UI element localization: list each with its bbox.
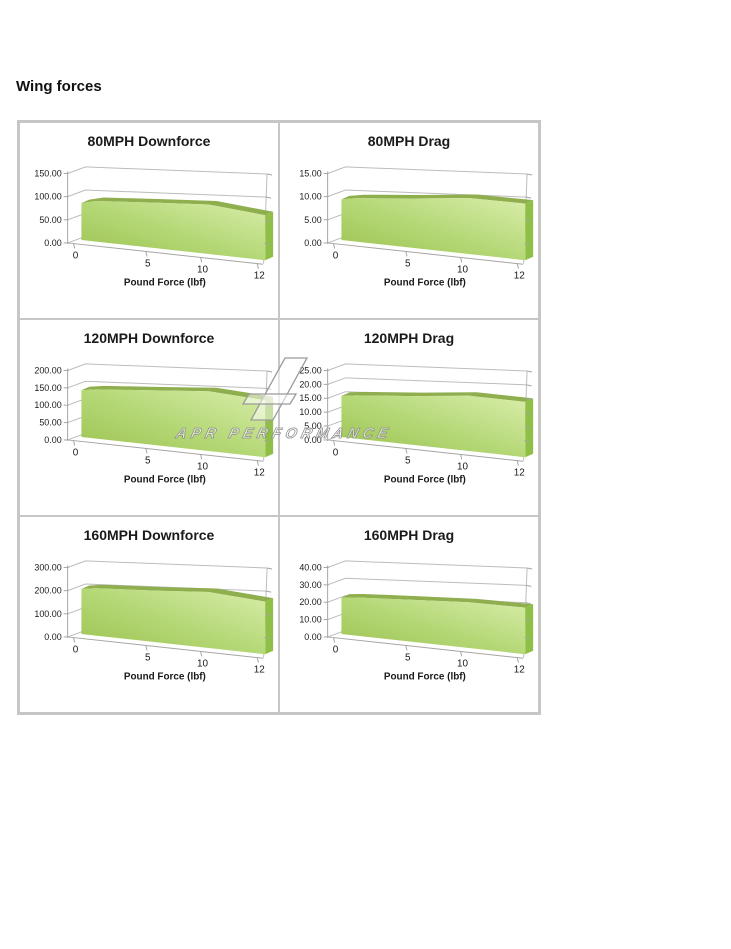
svg-text:10: 10 [197,658,209,669]
svg-text:Pound Force (lbf): Pound Force (lbf) [124,475,206,486]
svg-text:Pound Force (lbf): Pound Force (lbf) [124,672,206,683]
svg-text:10: 10 [457,461,469,472]
svg-text:0.00: 0.00 [44,632,61,642]
svg-text:12: 12 [254,665,266,676]
svg-text:12: 12 [514,468,526,479]
svg-text:Pound Force (lbf): Pound Force (lbf) [384,475,466,486]
svg-text:5: 5 [405,455,411,466]
svg-text:Pound Force (lbf): Pound Force (lbf) [384,278,466,289]
svg-text:150.00: 150.00 [34,168,61,178]
svg-text:12: 12 [254,271,266,282]
svg-text:10: 10 [197,264,209,275]
svg-text:15.00: 15.00 [299,393,321,403]
svg-text:100.00: 100.00 [34,609,61,619]
chart-panel-80mph-downforce: 80MPH Downforce 0.00 50.00 100.00 150.00 0 5 1… [19,122,279,319]
chart-title: 80MPH Drag [367,133,451,149]
svg-text:300.00: 300.00 [34,562,61,572]
svg-text:5: 5 [145,258,151,269]
svg-text:50.00: 50.00 [39,418,61,428]
svg-text:5.00: 5.00 [304,421,321,431]
svg-text:0.00: 0.00 [44,238,61,248]
svg-text:0.00: 0.00 [44,435,61,445]
svg-text:100.00: 100.00 [34,400,61,410]
page-title: Wing forces [16,78,102,95]
svg-text:0.00: 0.00 [304,632,321,642]
chart-panel-160mph-drag: 160MPH Drag 0.00 10.00 20.00 30.00 40.00 0 5 10… [279,516,539,713]
svg-text:0: 0 [73,644,79,655]
svg-text:20.00: 20.00 [299,597,321,607]
svg-text:10.00: 10.00 [299,407,321,417]
svg-text:0.00: 0.00 [304,435,321,445]
svg-text:Pound Force (lbf): Pound Force (lbf) [384,672,466,683]
svg-text:5: 5 [145,652,151,663]
chart-title: 160MPH Downforce [83,527,215,543]
svg-text:15.00: 15.00 [299,168,321,178]
svg-text:30.00: 30.00 [299,580,321,590]
chart-title: 120MPH Drag [363,330,455,346]
svg-text:200.00: 200.00 [34,365,61,375]
svg-text:25.00: 25.00 [299,365,321,375]
chart-panel-120mph-downforce: 120MPH Downforce 0.00 50.00 100.00 150.00 20… [19,319,279,516]
svg-text:0: 0 [73,447,79,458]
chart-title: 120MPH Downforce [83,330,215,346]
svg-text:5: 5 [145,455,151,466]
charts-grid: 80MPH Downforce 0.00 50.00 100.00 150.00 0 5 1… [17,120,541,715]
chart-panel-120mph-drag: 120MPH Drag 0.00 5.00 10.00 15.00 20.00 25.00… [279,319,539,516]
area-chart-160mph-drag: 0.00 10.00 20.00 30.00 40.00 0 5 10 12 Pound Forc… [299,560,534,683]
svg-text:200.00: 200.00 [34,586,61,596]
svg-text:0: 0 [73,250,79,261]
svg-text:5: 5 [405,258,411,269]
svg-text:12: 12 [514,665,526,676]
area-chart-120mph-drag: 0.00 5.00 10.00 15.00 20.00 25.00 0 5 10 12 Pound … [299,363,534,486]
svg-text:10.00: 10.00 [299,192,321,202]
area-chart-80mph-downforce: 0.00 50.00 100.00 150.00 0 5 10 12 Pound Force (… [34,166,274,289]
svg-text:5.00: 5.00 [304,215,321,225]
svg-text:0: 0 [333,250,339,261]
svg-text:10.00: 10.00 [299,615,321,625]
area-chart-160mph-downforce: 0.00 100.00 200.00 300.00 0 5 10 12 Pound Force … [34,560,274,683]
svg-text:0: 0 [333,644,339,655]
svg-text:10: 10 [457,264,469,275]
svg-text:0: 0 [333,447,339,458]
svg-text:12: 12 [254,468,266,479]
chart-title: 80MPH Downforce [87,133,211,149]
svg-text:20.00: 20.00 [299,379,321,389]
area-chart-80mph-drag: 0.00 5.00 10.00 15.00 0 5 10 12 Pound Force (lbf… [299,166,534,289]
area-chart-120mph-downforce: 0.00 50.00 100.00 150.00 200.00 0 5 10 12 Pound F… [34,363,274,486]
svg-text:10: 10 [457,658,469,669]
chart-title: 160MPH Drag [363,527,455,543]
svg-text:150.00: 150.00 [34,383,61,393]
svg-text:50.00: 50.00 [39,215,61,225]
svg-text:100.00: 100.00 [34,192,61,202]
svg-text:40.00: 40.00 [299,562,321,572]
svg-text:12: 12 [514,271,526,282]
chart-panel-80mph-drag: 80MPH Drag 0.00 5.00 10.00 15.00 0 5 10 12 Pound… [279,122,539,319]
chart-panel-160mph-downforce: 160MPH Downforce 0.00 100.00 200.00 300.00 0… [19,516,279,713]
svg-text:5: 5 [405,652,411,663]
svg-text:0.00: 0.00 [304,238,321,248]
svg-text:10: 10 [197,461,209,472]
svg-text:Pound Force (lbf): Pound Force (lbf) [124,278,206,289]
